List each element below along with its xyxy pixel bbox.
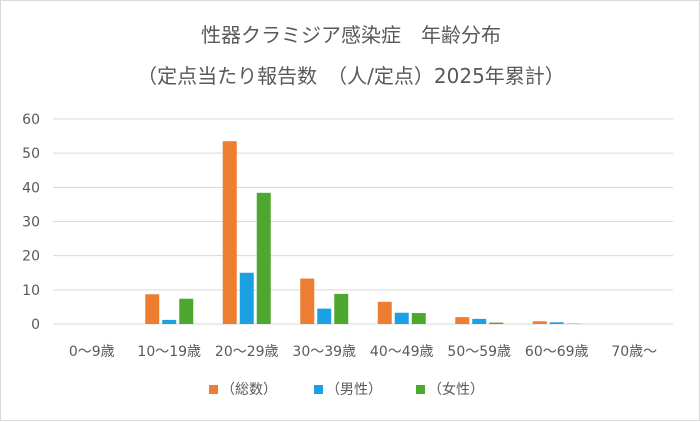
legend-swatch: [416, 385, 425, 394]
bar-male: [550, 322, 564, 324]
bar-total: [378, 302, 392, 324]
x-tick-label: 40～49歳: [370, 344, 434, 360]
chart-title: 性器クラミジア感染症 年齢分布: [201, 23, 501, 47]
y-tick-label: 60: [22, 112, 40, 128]
bar-total: [223, 141, 237, 324]
bar-total: [455, 317, 469, 324]
y-tick-label: 30: [22, 215, 40, 231]
legend-swatch: [209, 385, 218, 394]
bar-total: [300, 279, 314, 324]
bars-layer: [145, 141, 581, 324]
legend-swatch: [314, 385, 323, 394]
legend: （総数） （男性） （女性）: [209, 381, 484, 398]
bar-total: [145, 294, 159, 324]
x-tick-label: 10～19歳: [137, 344, 201, 360]
grid-layer: [53, 119, 673, 324]
x-tick-label: 0～9歳: [69, 344, 115, 360]
bar-male: [472, 319, 486, 324]
y-tick-label: 50: [22, 146, 40, 162]
legend-label: （女性）: [428, 381, 484, 398]
legend-label: （男性）: [326, 382, 382, 398]
bar-female: [489, 323, 503, 324]
x-tick-label: 20～29歳: [215, 344, 279, 360]
bar-male: [162, 320, 176, 324]
legend-label: （総数）: [221, 382, 277, 398]
y-tick-label: 10: [22, 283, 40, 299]
bar-female: [412, 313, 426, 324]
x-tick-label: 50～59歳: [447, 344, 511, 360]
bar-female: [334, 294, 348, 324]
x-tick-label: 30～39歳: [292, 344, 356, 360]
y-tick-label: 40: [22, 180, 40, 196]
bar-male: [317, 309, 331, 324]
y-axis-layer: 0 10 20 30 40 50 60: [22, 112, 40, 333]
x-tick-label: 60～69歳: [525, 344, 589, 360]
y-tick-label: 0: [31, 317, 40, 333]
bar-male: [395, 313, 409, 324]
bar-female: [257, 193, 271, 324]
x-axis-layer: 0～9歳 10～19歳 20～29歳 30～39歳 40～49歳 50～59歳 60～69歳…: [69, 344, 657, 360]
y-tick-label: 20: [22, 249, 40, 265]
bar-total: [533, 321, 547, 324]
bar-male: [240, 273, 254, 324]
bar-female: [179, 299, 193, 324]
chart-subtitle: （定点当たり報告数 （人/定点）2025年累計）: [137, 64, 565, 88]
x-tick-label: 70歳～: [611, 344, 657, 360]
